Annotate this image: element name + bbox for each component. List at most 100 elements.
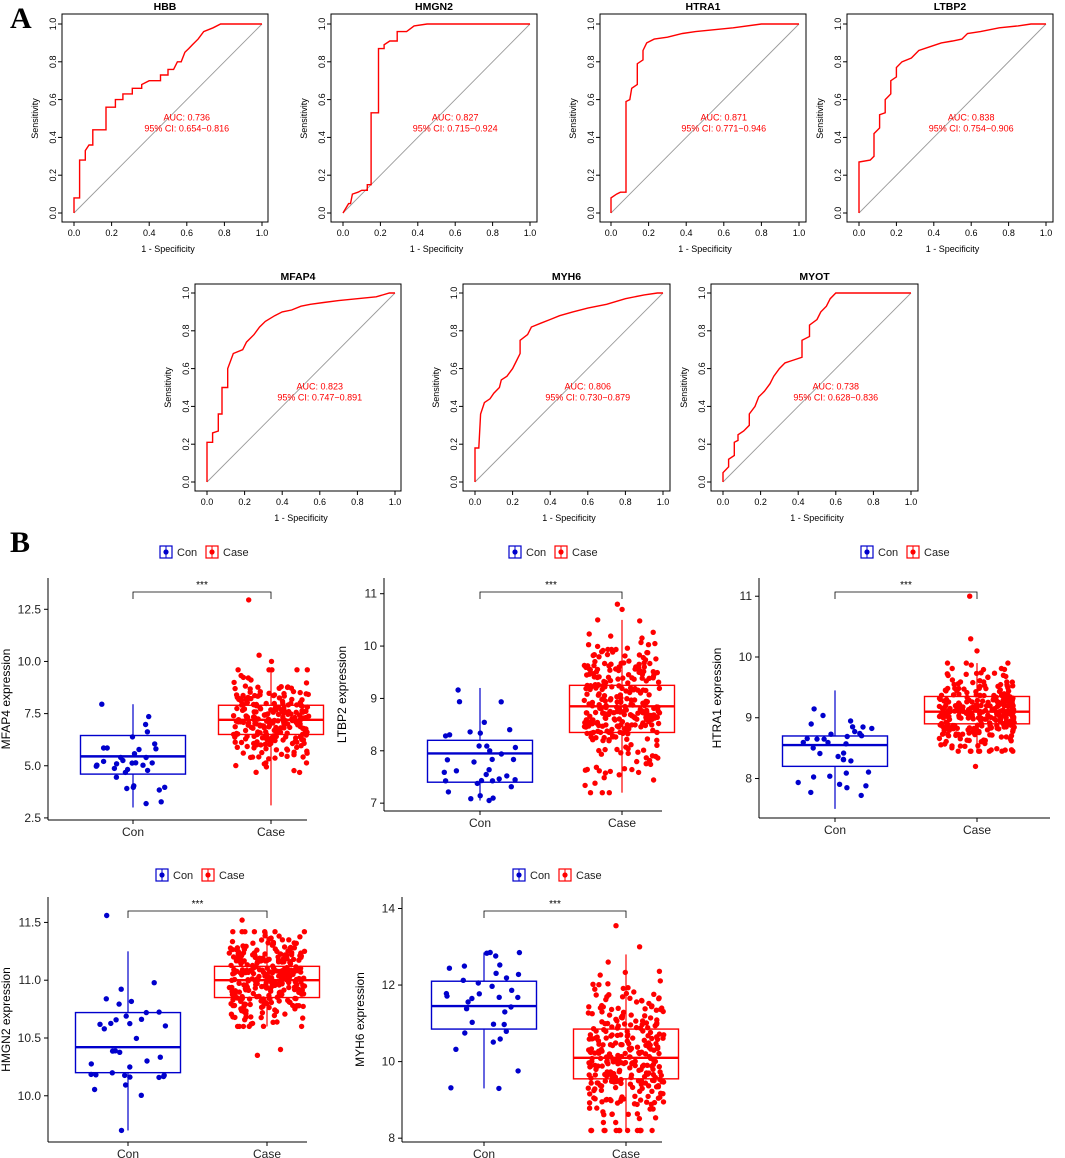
data-point xyxy=(284,753,290,759)
data-point xyxy=(603,996,609,1003)
data-point xyxy=(624,645,631,651)
data-point xyxy=(128,998,135,1005)
data-point xyxy=(248,724,254,730)
data-point xyxy=(303,691,309,697)
data-point xyxy=(647,1106,653,1112)
data-point xyxy=(585,1010,592,1016)
data-point xyxy=(239,972,245,978)
data-point xyxy=(227,945,234,951)
data-point xyxy=(600,1119,607,1126)
data-point xyxy=(100,758,107,765)
data-point xyxy=(586,1100,593,1106)
data-point xyxy=(650,669,656,675)
data-point xyxy=(254,739,260,745)
data-point xyxy=(453,768,460,774)
x-tick-label: 0.8 xyxy=(755,228,768,238)
outlier-point xyxy=(104,912,110,919)
data-point xyxy=(248,677,254,683)
data-point xyxy=(622,1050,628,1057)
data-point xyxy=(637,1097,644,1103)
data-point xyxy=(835,753,841,760)
data-point xyxy=(300,1003,306,1010)
data-point xyxy=(127,1064,133,1070)
x-tick-label: 0.4 xyxy=(143,228,156,238)
x-tick-label: 0.4 xyxy=(544,497,557,507)
x-tick-label: 1.0 xyxy=(524,228,537,238)
data-point xyxy=(232,685,238,692)
y-axis-label: Sensitivity xyxy=(30,98,40,139)
y-tick-label: 0.2 xyxy=(317,169,327,182)
data-point xyxy=(497,1036,503,1042)
x-tick-label: 0.6 xyxy=(181,228,194,238)
x-axis-label: 1 - Specificity xyxy=(542,513,596,523)
data-point xyxy=(101,1026,108,1032)
data-point xyxy=(510,756,517,763)
data-point xyxy=(279,980,285,986)
data-point xyxy=(944,660,951,666)
x-tick-label: 1.0 xyxy=(1040,228,1053,238)
data-point xyxy=(582,782,588,789)
significance-bracket xyxy=(483,910,627,918)
data-point xyxy=(291,940,297,946)
data-point xyxy=(639,675,645,681)
outlier-point xyxy=(636,944,643,950)
data-point xyxy=(587,1048,593,1055)
data-point xyxy=(599,1019,605,1025)
data-point xyxy=(469,995,475,1002)
y-tick-label: 5.0 xyxy=(24,759,41,773)
data-point xyxy=(642,1051,649,1057)
data-point xyxy=(994,698,1000,704)
data-point xyxy=(287,724,293,731)
data-point xyxy=(461,963,468,969)
y-tick-label: 0.6 xyxy=(586,93,596,106)
data-point xyxy=(625,750,631,757)
data-point xyxy=(138,1016,145,1022)
data-point xyxy=(620,730,626,737)
data-point xyxy=(599,1063,605,1069)
data-point xyxy=(282,1011,288,1017)
data-point xyxy=(131,783,137,789)
data-point xyxy=(279,991,285,998)
data-point xyxy=(865,769,872,775)
data-point xyxy=(594,1105,600,1111)
legend-label-case: Case xyxy=(924,547,950,559)
data-point xyxy=(629,766,635,773)
data-point xyxy=(255,729,261,735)
data-point xyxy=(620,985,626,992)
y-axis-label: Sensitivity xyxy=(431,367,441,408)
data-point xyxy=(156,787,162,793)
data-point xyxy=(616,772,622,778)
data-point xyxy=(113,761,120,767)
data-point xyxy=(617,1098,624,1104)
data-point xyxy=(233,762,239,769)
data-point xyxy=(293,995,299,1002)
data-point xyxy=(304,750,310,756)
data-point xyxy=(444,757,451,763)
data-point xyxy=(609,726,615,733)
y-tick-label: 7.5 xyxy=(24,707,41,721)
data-point xyxy=(660,1079,667,1085)
chart-title: MFAP4 xyxy=(280,271,315,283)
data-point xyxy=(604,1058,610,1064)
data-point xyxy=(639,635,645,641)
data-point xyxy=(476,743,482,749)
data-point xyxy=(602,746,608,753)
data-point xyxy=(446,965,453,971)
data-point xyxy=(503,975,510,981)
box-con xyxy=(426,687,534,804)
x-tick-label: 0.0 xyxy=(469,497,482,507)
data-point xyxy=(969,699,975,705)
data-point xyxy=(635,749,641,755)
data-point xyxy=(628,1012,634,1018)
data-point xyxy=(91,1086,98,1093)
data-point xyxy=(483,771,489,778)
data-point xyxy=(800,739,806,746)
y-tick-label: 0.8 xyxy=(48,56,58,69)
data-point xyxy=(157,1054,163,1060)
data-point xyxy=(869,725,875,732)
legend-key-dot xyxy=(163,549,169,555)
data-point xyxy=(263,746,269,752)
data-point xyxy=(625,985,631,991)
data-point xyxy=(235,667,241,673)
data-point xyxy=(941,705,947,711)
